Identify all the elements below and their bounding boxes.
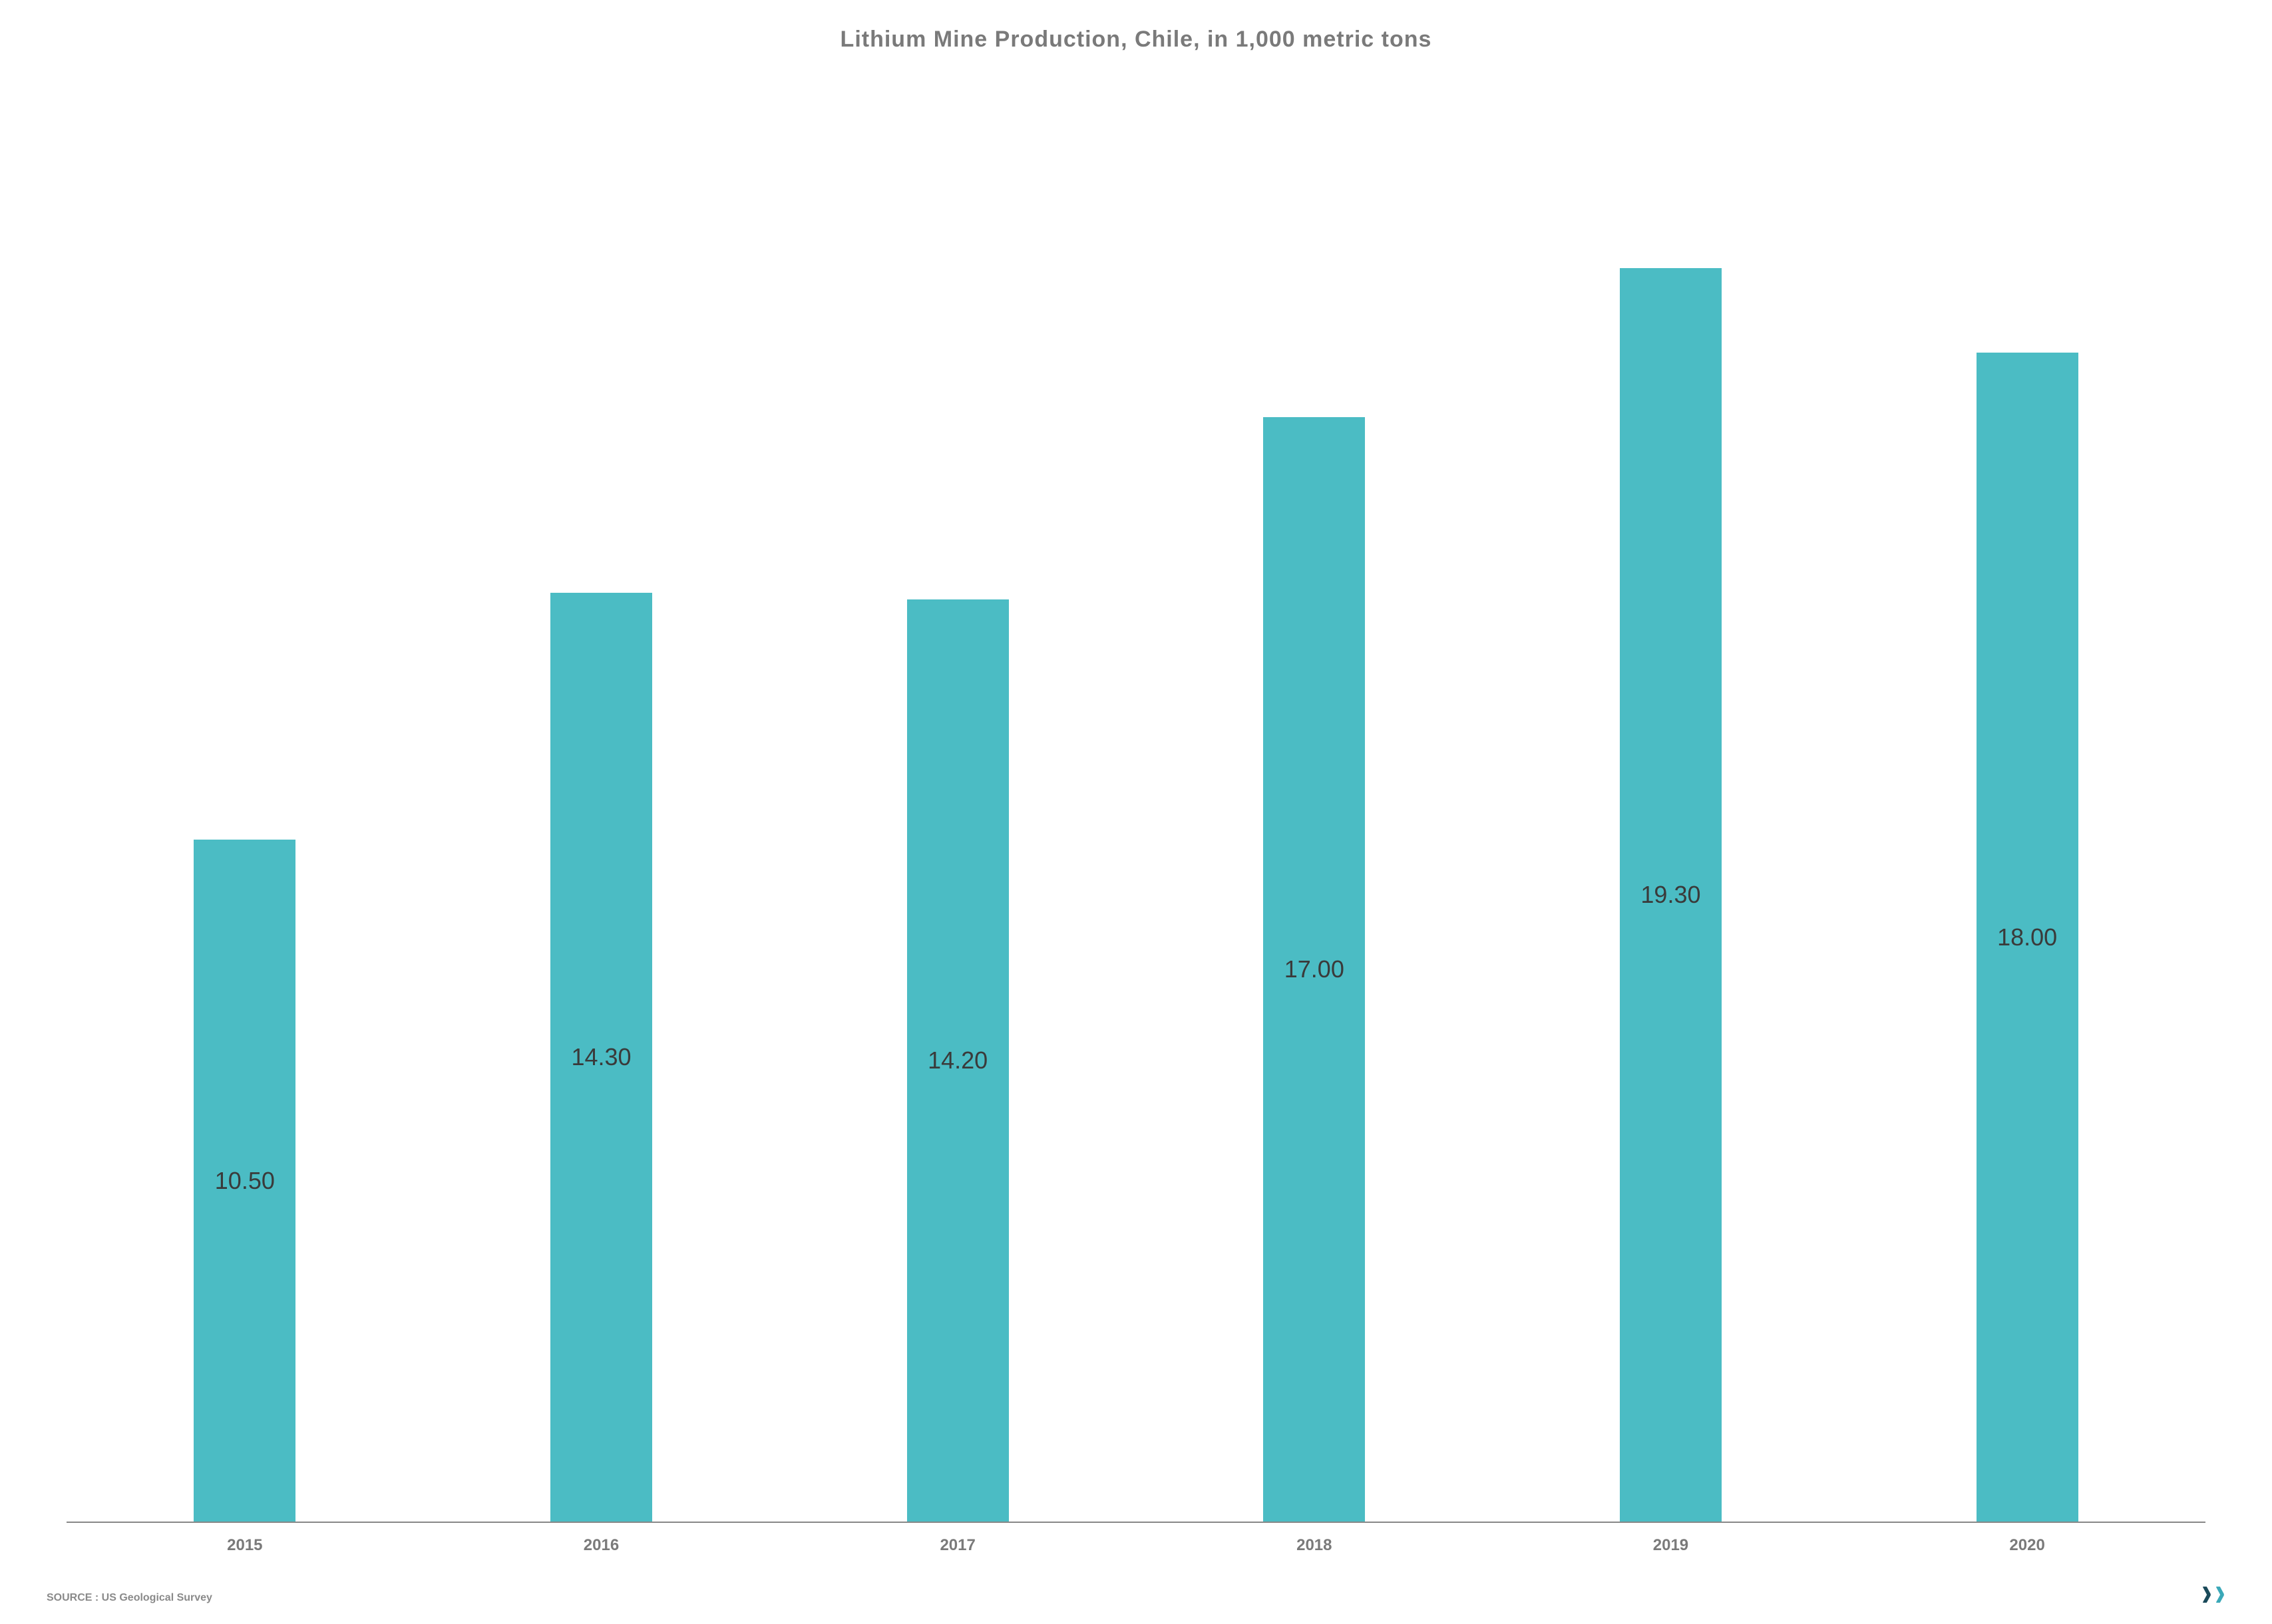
bar-value: 14.20 xyxy=(928,1047,988,1074)
x-label: 2020 xyxy=(1967,1536,2087,1555)
bar-2015: 10.50 xyxy=(194,840,295,1522)
source-citation: SOURCE : US Geological Survey xyxy=(47,1592,212,1604)
logo-chevron-icon: › xyxy=(2215,1578,2225,1607)
bars-container: 10.50 14.30 14.20 17.00 19.30 18.00 xyxy=(67,92,2205,1523)
bar-2016: 14.30 xyxy=(550,593,652,1522)
bar-2018: 17.00 xyxy=(1263,417,1365,1522)
bar-2017: 14.20 xyxy=(907,599,1009,1522)
bar-value: 14.30 xyxy=(571,1043,631,1071)
bar-wrapper: 17.00 xyxy=(1254,92,1374,1522)
bar-wrapper: 14.30 xyxy=(541,92,661,1522)
bar-value: 19.30 xyxy=(1640,881,1700,909)
chart-area: 10.50 14.30 14.20 17.00 19.30 18.00 xyxy=(40,92,2232,1555)
bar-value: 18.00 xyxy=(1997,923,2057,951)
bar-value: 10.50 xyxy=(215,1167,275,1195)
chart-title: Lithium Mine Production, Chile, in 1,000… xyxy=(40,27,2232,53)
x-label: 2015 xyxy=(185,1536,305,1555)
x-label: 2018 xyxy=(1254,1536,1374,1555)
bar-2020: 18.00 xyxy=(1977,353,2078,1522)
x-label: 2017 xyxy=(898,1536,1018,1555)
logo-chevron-icon: › xyxy=(2201,1578,2212,1607)
bar-wrapper: 14.20 xyxy=(898,92,1018,1522)
brand-logo: › › xyxy=(2201,1581,2225,1604)
bar-wrapper: 10.50 xyxy=(185,92,305,1522)
chart-footer: SOURCE : US Geological Survey › › xyxy=(40,1581,2232,1604)
x-label: 2019 xyxy=(1610,1536,1730,1555)
bar-value: 17.00 xyxy=(1284,955,1344,983)
x-axis-labels: 2015 2016 2017 2018 2019 2020 xyxy=(67,1523,2205,1555)
bar-2019: 19.30 xyxy=(1620,268,1722,1522)
bar-wrapper: 19.30 xyxy=(1610,92,1730,1522)
x-label: 2016 xyxy=(541,1536,661,1555)
bar-wrapper: 18.00 xyxy=(1967,92,2087,1522)
